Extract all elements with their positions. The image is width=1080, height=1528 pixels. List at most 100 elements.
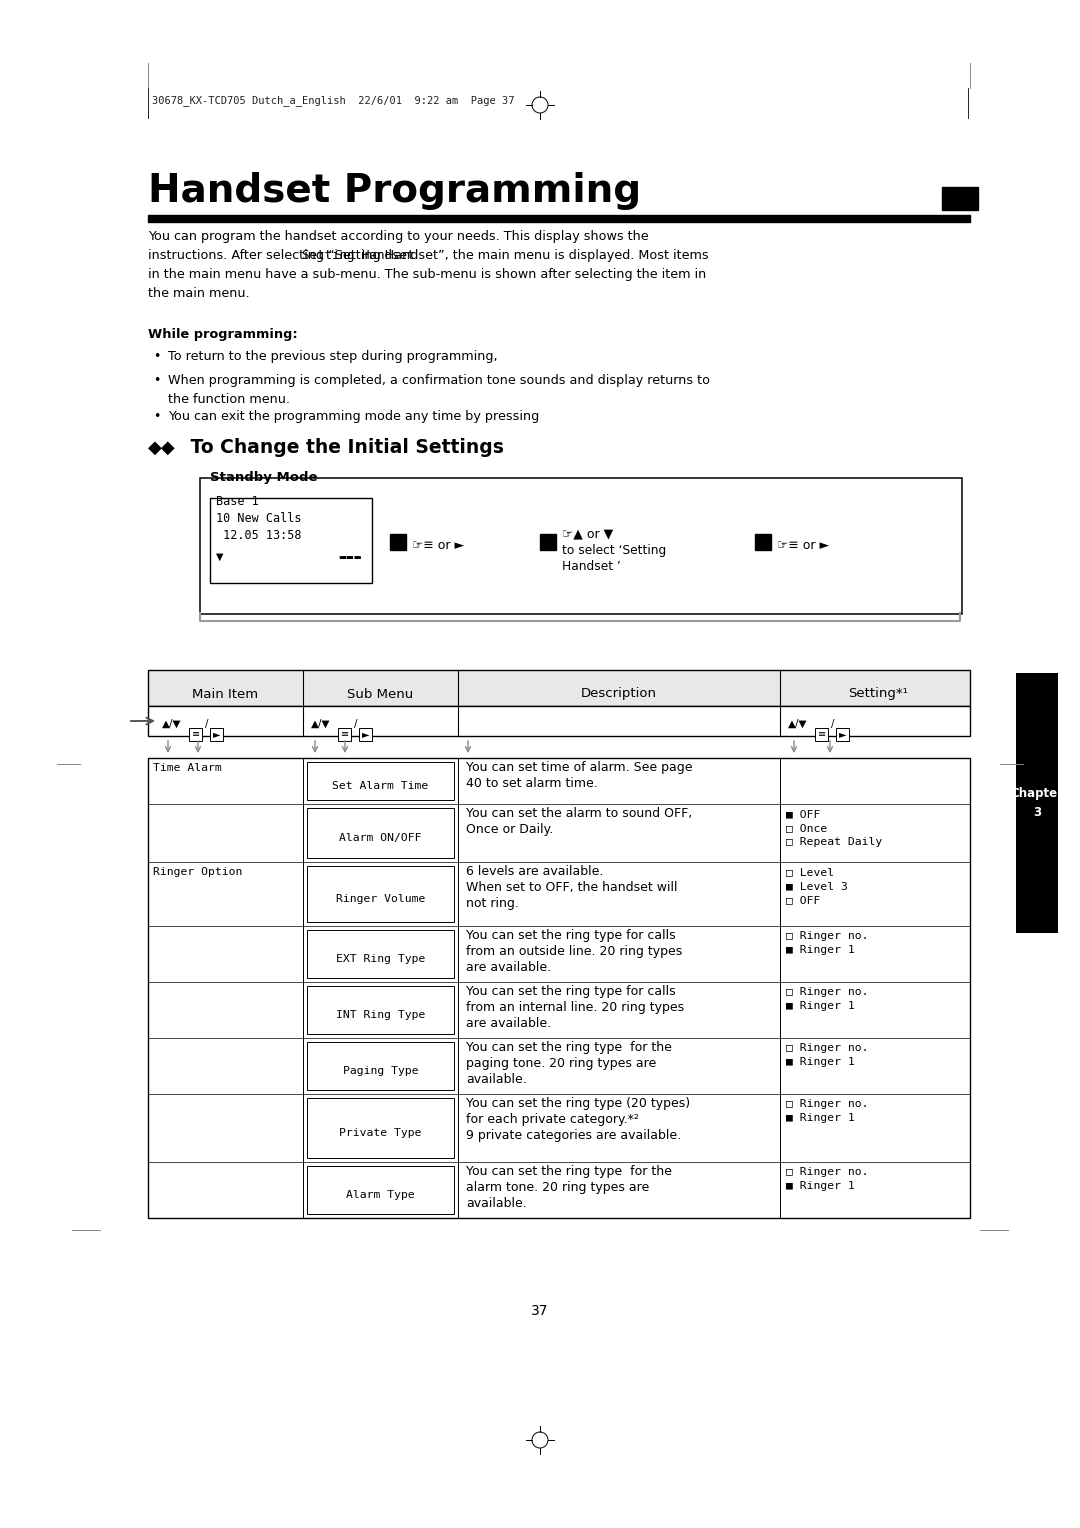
Text: Alarm Type: Alarm Type bbox=[346, 1190, 415, 1199]
Text: /: / bbox=[354, 720, 357, 729]
Text: alarm tone. 20 ring types are: alarm tone. 20 ring types are bbox=[465, 1181, 649, 1193]
Text: to select ‘Setting: to select ‘Setting bbox=[562, 544, 666, 558]
Text: ►: ► bbox=[839, 729, 847, 740]
Text: □ Ringer no.: □ Ringer no. bbox=[786, 1099, 868, 1109]
Text: 6 levels are available.: 6 levels are available. bbox=[465, 865, 604, 879]
Bar bbox=[210, 727, 222, 741]
Text: ■ Ringer 1: ■ Ringer 1 bbox=[786, 1112, 854, 1123]
Bar bbox=[307, 986, 454, 1034]
Text: /: / bbox=[831, 720, 835, 729]
Text: ▼: ▼ bbox=[216, 552, 224, 562]
Text: □ OFF: □ OFF bbox=[786, 895, 821, 905]
FancyArrow shape bbox=[540, 533, 556, 550]
Text: You can set the alarm to sound OFF,: You can set the alarm to sound OFF, bbox=[465, 807, 692, 821]
Text: 12.05 13:58: 12.05 13:58 bbox=[216, 529, 301, 542]
Text: Description: Description bbox=[581, 688, 657, 700]
Text: You can set the ring type  for the: You can set the ring type for the bbox=[465, 1041, 672, 1054]
Bar bbox=[307, 1166, 454, 1215]
Text: □ Once: □ Once bbox=[786, 824, 827, 833]
Bar bbox=[307, 808, 454, 859]
Text: Set Alarm Time: Set Alarm Time bbox=[333, 781, 429, 792]
Text: ☞≡ or ►: ☞≡ or ► bbox=[411, 539, 464, 552]
Text: You can exit the programming mode any time by pressing: You can exit the programming mode any ti… bbox=[168, 410, 539, 423]
FancyArrow shape bbox=[390, 533, 406, 550]
Text: Time Alarm: Time Alarm bbox=[153, 762, 221, 773]
Text: ≡: ≡ bbox=[341, 729, 349, 740]
Bar bbox=[148, 758, 970, 1218]
Bar bbox=[836, 727, 849, 741]
Text: When programming is completed, a confirmation tone sounds and display returns to: When programming is completed, a confirm… bbox=[168, 374, 710, 387]
Text: •: • bbox=[153, 350, 160, 364]
Bar bbox=[359, 727, 372, 741]
Text: Ringer Volume: Ringer Volume bbox=[336, 894, 426, 905]
Bar bbox=[815, 727, 828, 741]
Bar bbox=[307, 762, 454, 801]
Text: □ Ringer no.: □ Ringer no. bbox=[786, 931, 868, 941]
Text: EXT Ring Type: EXT Ring Type bbox=[336, 953, 426, 964]
Bar bbox=[307, 1042, 454, 1089]
Text: from an outside line. 20 ring types: from an outside line. 20 ring types bbox=[465, 944, 683, 958]
Text: You can program the handset according to your needs. This display shows the: You can program the handset according to… bbox=[148, 231, 649, 243]
Text: While programming:: While programming: bbox=[148, 329, 298, 341]
Text: ►: ► bbox=[362, 729, 369, 740]
Text: ◆◆: ◆◆ bbox=[148, 439, 176, 457]
Text: are available.: are available. bbox=[465, 961, 551, 973]
Bar bbox=[189, 727, 202, 741]
Text: Main Item: Main Item bbox=[192, 688, 258, 700]
Text: from an internal line. 20 ring types: from an internal line. 20 ring types bbox=[465, 1001, 684, 1015]
Text: ▲/▼: ▲/▼ bbox=[311, 720, 330, 729]
Text: ≡: ≡ bbox=[818, 729, 826, 740]
Bar bbox=[200, 478, 962, 614]
Text: for each private category.*²: for each private category.*² bbox=[465, 1112, 639, 1126]
Text: Chapter
3: Chapter 3 bbox=[1011, 787, 1064, 819]
Text: 10 New Calls: 10 New Calls bbox=[216, 512, 301, 526]
Text: are available.: are available. bbox=[465, 1018, 551, 1030]
Text: available.: available. bbox=[465, 1073, 527, 1086]
Text: □ Ringer no.: □ Ringer no. bbox=[786, 1167, 868, 1177]
Text: 37: 37 bbox=[531, 1303, 549, 1319]
Text: Handset Programming: Handset Programming bbox=[148, 173, 642, 209]
Text: the function menu.: the function menu. bbox=[168, 393, 291, 406]
Text: Ringer Option: Ringer Option bbox=[153, 866, 242, 877]
Text: ☞≡ or ►: ☞≡ or ► bbox=[777, 539, 829, 552]
Bar bbox=[307, 866, 454, 921]
Text: Setting Handset: Setting Handset bbox=[302, 249, 415, 261]
Text: ■ OFF: ■ OFF bbox=[786, 808, 821, 819]
Text: Private Type: Private Type bbox=[339, 1128, 422, 1138]
Text: Paging Type: Paging Type bbox=[342, 1067, 418, 1076]
Text: To return to the previous step during programming,: To return to the previous step during pr… bbox=[168, 350, 498, 364]
Text: ▲/▼: ▲/▼ bbox=[788, 720, 808, 729]
Text: You can set the ring type for calls: You can set the ring type for calls bbox=[465, 929, 676, 941]
Text: ≡: ≡ bbox=[192, 729, 200, 740]
Bar bbox=[307, 931, 454, 978]
Text: You can set the ring type (20 types): You can set the ring type (20 types) bbox=[465, 1097, 690, 1109]
Text: ☞▲ or ▼: ☞▲ or ▼ bbox=[562, 527, 613, 539]
Text: not ring.: not ring. bbox=[465, 897, 518, 911]
Bar bbox=[1016, 672, 1058, 934]
Text: instructions. After selecting “Setting Handset”, the main menu is displayed. Mos: instructions. After selecting “Setting H… bbox=[148, 249, 708, 261]
FancyArrow shape bbox=[755, 533, 771, 550]
Text: 30678_KX-TCD705 Dutch_a_English  22/6/01  9:22 am  Page 37: 30678_KX-TCD705 Dutch_a_English 22/6/01 … bbox=[152, 95, 514, 105]
Text: Sub Menu: Sub Menu bbox=[348, 688, 414, 700]
Text: Once or Daily.: Once or Daily. bbox=[465, 824, 553, 836]
Bar bbox=[148, 706, 970, 736]
Text: Standby Mode: Standby Mode bbox=[210, 471, 318, 484]
Text: ►: ► bbox=[213, 729, 220, 740]
Text: available.: available. bbox=[465, 1196, 527, 1210]
Text: in the main menu have a sub-menu. The sub-menu is shown after selecting the item: in the main menu have a sub-menu. The su… bbox=[148, 267, 706, 281]
Text: You can set the ring type for calls: You can set the ring type for calls bbox=[465, 986, 676, 998]
Text: Alarm ON/OFF: Alarm ON/OFF bbox=[339, 833, 422, 843]
Text: ■ Ringer 1: ■ Ringer 1 bbox=[786, 944, 854, 955]
Text: •: • bbox=[153, 410, 160, 423]
Bar bbox=[307, 1099, 454, 1158]
Text: ■ Level 3: ■ Level 3 bbox=[786, 882, 848, 891]
Text: ▬▬▬: ▬▬▬ bbox=[338, 553, 362, 562]
Text: ■ Ringer 1: ■ Ringer 1 bbox=[786, 1001, 854, 1012]
Text: Base 1: Base 1 bbox=[216, 495, 259, 507]
Text: INT Ring Type: INT Ring Type bbox=[336, 1010, 426, 1021]
Text: □ Level: □ Level bbox=[786, 866, 834, 877]
Text: When set to OFF, the handset will: When set to OFF, the handset will bbox=[465, 882, 677, 894]
Text: Setting*¹: Setting*¹ bbox=[848, 688, 908, 700]
FancyArrow shape bbox=[942, 186, 978, 209]
Text: paging tone. 20 ring types are: paging tone. 20 ring types are bbox=[465, 1057, 657, 1070]
